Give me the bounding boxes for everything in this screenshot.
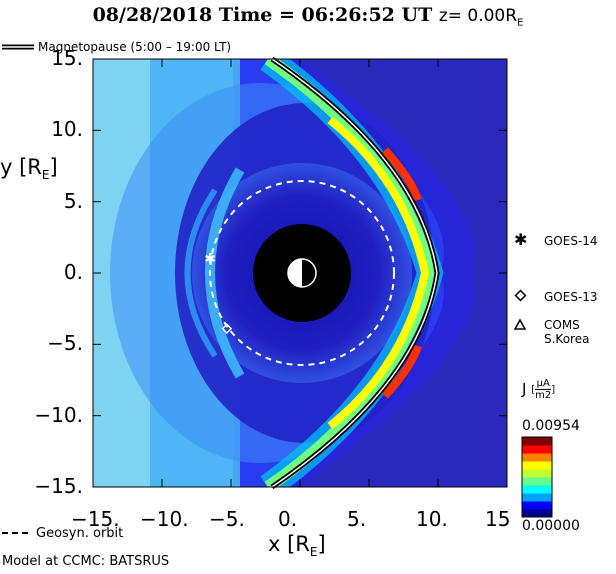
y-tick-label: −5. xyxy=(47,331,83,356)
sat-label-goes13: GOES-13 xyxy=(544,290,598,304)
sat-label-goes14: GOES-14 xyxy=(544,234,598,248)
y-tick-label: 0. xyxy=(63,260,83,284)
geosync-orbit-circle xyxy=(209,180,395,366)
y-tick-label: −10. xyxy=(34,402,83,427)
triangle-icon xyxy=(513,318,527,330)
y-tick-label: 5. xyxy=(63,188,83,213)
asterisk-icon: ✱ xyxy=(514,230,527,249)
magnetopause-legend-label: Magnetopause (5:00 – 19:00 LT) xyxy=(38,40,232,54)
plot-title: 08/28/2018 Time = 06:26:52 UT z= 0.00RE xyxy=(0,4,616,28)
colorbar-max: 0.00954 xyxy=(522,418,580,434)
colorbar xyxy=(522,437,552,518)
diamond-icon xyxy=(514,289,527,302)
x-tick-label: 10. xyxy=(416,507,448,531)
colorbar-min: 0.00000 xyxy=(522,518,580,534)
colorbar-unit-den: m2 xyxy=(535,390,552,401)
colorbar-segment xyxy=(522,501,552,510)
colorbar-frame xyxy=(521,436,553,518)
x-tick-label: −5. xyxy=(209,507,245,531)
satellite-markers: ✱ xyxy=(204,252,233,334)
x-tick-label: 15 xyxy=(485,507,511,531)
colorbar-segment xyxy=(522,461,552,470)
goes14-marker-icon: ✱ xyxy=(204,252,216,268)
y-tick-label: −15. xyxy=(34,474,83,498)
colorbar-label: J [μA m2] xyxy=(522,378,556,401)
z-plane-sub: E xyxy=(517,17,524,29)
date-time-text: 08/28/2018 Time = 06:26:52 UT xyxy=(92,4,433,26)
goes13-marker-icon xyxy=(221,323,233,334)
geosync-legend-label: Geosyn. orbit xyxy=(36,526,124,541)
colorbar-unit-num: μA xyxy=(535,378,552,390)
x-axis-label: x [RE] xyxy=(268,532,326,560)
magnetopause-line-inner xyxy=(271,58,438,488)
earth-icon xyxy=(287,258,317,288)
z-plane-label: z= 0.00RE xyxy=(438,6,524,29)
colorbar-segment xyxy=(522,477,552,486)
colorbar-segment xyxy=(522,437,552,446)
colorbar-quantity: J xyxy=(522,380,527,398)
earth-night-half xyxy=(302,259,316,287)
model-credit: Model at CCMC: BATSRUS xyxy=(2,554,170,569)
sat-label-coms: COMS S.Korea xyxy=(544,318,590,346)
colorbar-segment xyxy=(522,493,552,502)
x-tick-label: 5. xyxy=(347,507,367,531)
y-axis-label: y [RE] xyxy=(0,155,58,183)
colorbar-segment xyxy=(522,445,552,454)
x-tick-label: −15. xyxy=(71,507,120,531)
z-plane-value: z= 0.00R xyxy=(438,6,518,26)
axis-ticks xyxy=(92,58,508,488)
y-tick-label: 15. xyxy=(51,46,83,70)
y-tick-label: 10. xyxy=(51,117,83,142)
x-tick-label: −10. xyxy=(140,507,189,531)
colorbar-segment xyxy=(522,509,552,518)
colorbar-segment xyxy=(522,453,552,462)
colorbar-segment xyxy=(522,485,552,494)
earth-day-half xyxy=(288,259,302,287)
colorbar-segment xyxy=(522,469,552,478)
x-tick-label: 0. xyxy=(278,507,298,531)
